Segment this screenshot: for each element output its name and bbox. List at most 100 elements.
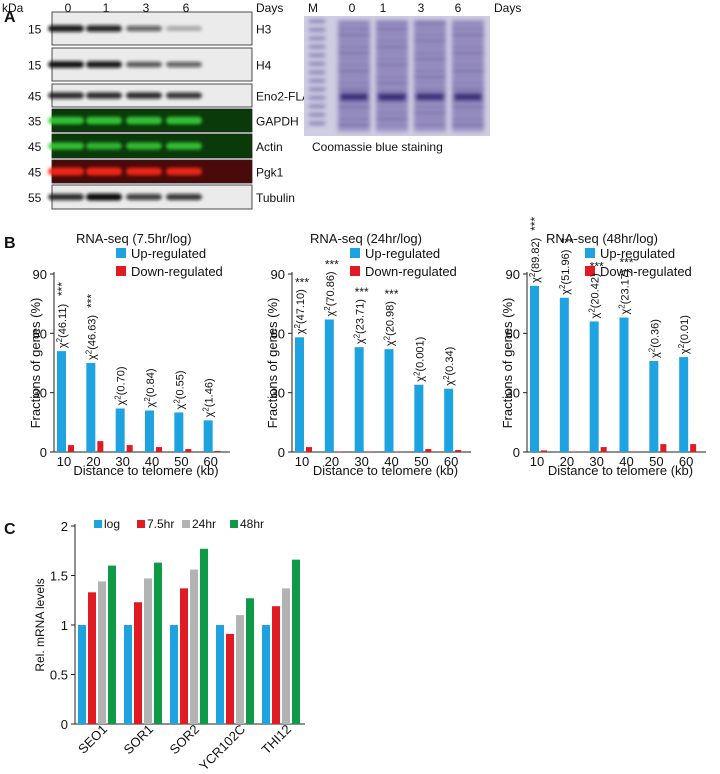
lane-label-1: 1 <box>103 1 110 15</box>
bar-up-60 <box>444 388 454 452</box>
gel-band <box>338 40 370 42</box>
chi-symbol: χ <box>355 338 367 344</box>
marker-band <box>309 79 325 83</box>
gel-band <box>452 112 484 114</box>
y-tick-label-0: 0 <box>61 717 68 732</box>
chi-value: (1.46) <box>204 378 216 407</box>
marker-band <box>309 20 325 23</box>
gel-band <box>452 70 484 72</box>
gel-band <box>376 112 408 114</box>
legend-down-swatch <box>116 266 126 276</box>
panel-a-letter: A <box>4 9 16 26</box>
band-h4-0 <box>48 61 84 68</box>
bar-ycr102c-log <box>216 625 224 724</box>
bar-down-50 <box>425 449 432 452</box>
chi-symbol: χ <box>560 289 572 295</box>
chi-square-annotation: χ2(89.82) <box>528 238 542 283</box>
significance-stars: *** <box>295 275 309 289</box>
chi-symbol: χ <box>57 342 69 348</box>
bar-seo1-48hr <box>108 565 116 724</box>
significance-stars: *** <box>55 282 69 296</box>
gel-band <box>414 40 446 42</box>
blot-name-pgk1: Pgk1 <box>256 166 284 180</box>
bar-down-40 <box>630 451 637 452</box>
marker-band <box>309 71 325 74</box>
chi-symbol: χ <box>679 348 691 354</box>
chi-symbol: χ <box>444 380 456 386</box>
chi-square-annotation: χ2(23.71) <box>353 299 367 344</box>
band-h4-6 <box>166 61 202 68</box>
bar-down-30 <box>365 451 372 452</box>
blot-bands <box>48 167 202 176</box>
x-tick-label-30: 30 <box>354 454 368 469</box>
band-eno2-flag-3 <box>126 92 162 99</box>
x-axis-label: Distance to telomere (kb) <box>73 463 218 478</box>
gel-band <box>452 64 484 66</box>
x-tick-label-ycr102c: YCR102C <box>196 722 248 774</box>
gel-lane-label-3: 3 <box>418 1 425 15</box>
blot-actin <box>48 133 253 159</box>
blot-h4 <box>48 47 253 82</box>
bar-up-30 <box>589 321 599 452</box>
mw-gapdh: 35 <box>28 115 42 129</box>
legend-label-7.5hr: 7.5hr <box>147 517 174 531</box>
band-gapdh-6 <box>166 116 202 125</box>
chi-symbol: χ <box>414 376 426 382</box>
marker-band <box>309 88 325 91</box>
kda-label: kDa <box>2 1 24 15</box>
band-gapdh-0 <box>48 116 84 125</box>
x-tick-label-10: 10 <box>295 454 309 469</box>
y-tick-label-60: 60 <box>33 326 47 341</box>
band-h3-0 <box>48 25 84 32</box>
x-tick-label-60: 60 <box>444 454 458 469</box>
chi-superscript: 2 <box>84 349 93 354</box>
bar-down-10 <box>68 445 74 452</box>
gel-band <box>338 22 370 24</box>
blot-eno2-flag <box>48 83 253 108</box>
lane-label-6: 6 <box>183 1 190 15</box>
band-pgk1-6 <box>166 167 202 176</box>
bar-down-30 <box>600 447 607 452</box>
bar-up-20 <box>86 363 96 452</box>
mw-labels: 15 15 45 35 45 45 55 <box>28 23 42 206</box>
chi-value: (0.70) <box>116 367 128 396</box>
chi-superscript: 2 <box>618 304 627 309</box>
gel-band <box>414 64 446 66</box>
chi-value: (70.86) <box>325 271 337 306</box>
bar-up-60 <box>679 357 689 452</box>
y-tick-label-1.5: 1.5 <box>50 569 68 584</box>
band-h3-1 <box>86 25 122 32</box>
band-tubulin-6 <box>166 193 202 201</box>
chi-value: (23.71) <box>355 299 367 334</box>
mw-pgk1: 45 <box>28 166 42 180</box>
y-tick-label-30: 30 <box>33 386 47 401</box>
gel-band <box>376 40 408 42</box>
blot-bands <box>48 92 202 99</box>
gel-band <box>338 88 370 90</box>
blot-bands <box>48 116 202 125</box>
chi-symbol: χ <box>145 401 157 407</box>
chi-superscript: 2 <box>528 272 537 277</box>
blot-name-h4: H4 <box>256 59 272 73</box>
gel-band <box>376 64 408 66</box>
bar-thi12-24hr <box>282 588 290 724</box>
chart-rnaseq-24hr: RNA-seq (24hr/log)Up-regulated Down-regul… <box>265 231 471 478</box>
mw-h4: 15 <box>28 59 42 73</box>
chi-value: (89.82) <box>530 238 542 273</box>
chi-square-annotation: χ2(20.98) <box>383 301 397 346</box>
y-tick-label-30: 30 <box>271 386 285 401</box>
gel-band <box>338 76 370 78</box>
x-tick-label-40: 40 <box>145 454 159 469</box>
marker-band <box>309 113 325 117</box>
band-h4-1 <box>86 61 122 68</box>
gel-band <box>414 100 446 102</box>
y-tick-label-2: 2 <box>61 519 68 534</box>
x-tick-label-20: 20 <box>325 454 339 469</box>
gel-band <box>338 46 370 48</box>
gel-band <box>414 34 446 36</box>
gel-band <box>376 124 408 126</box>
blot-bands <box>48 193 202 201</box>
chi-superscript: 2 <box>55 337 64 342</box>
blot-name-eno2-flag: Eno2-FLAG <box>256 90 319 104</box>
legend-down-label: Down-regulated <box>600 264 692 279</box>
